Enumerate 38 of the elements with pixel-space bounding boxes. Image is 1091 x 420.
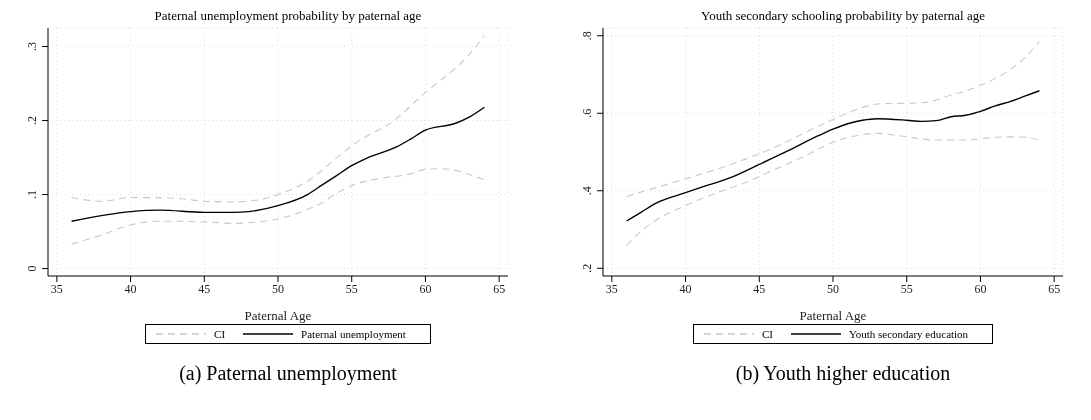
x-tick-label: 55: [345, 281, 358, 296]
x-tick-label: 55: [900, 281, 913, 296]
x-tick-label: 60: [419, 281, 432, 296]
legend-label: CI: [761, 328, 773, 340]
chart-title: Youth secondary schooling probability by paternal age: [700, 8, 986, 24]
x-axis-title: Paternal Age: [244, 308, 312, 323]
legend-label: Youth secondary education: [848, 328, 969, 340]
x-tick-label: 45: [198, 281, 211, 296]
text: (a) Paternal unemployment: [178, 362, 398, 385]
x-tick-label: 50: [827, 281, 839, 296]
x-tick-label: 40: [679, 281, 692, 296]
y-tick-label: .6: [580, 108, 594, 118]
line-series: [71, 34, 485, 203]
line-series: [626, 132, 1040, 246]
x-tick-label: 40: [124, 281, 137, 296]
x-tick-label: 35: [50, 281, 63, 296]
x-tick-label: 50: [272, 281, 284, 296]
text: (b) Youth higher education: [734, 362, 952, 385]
x-tick-label: 60: [974, 281, 987, 296]
chart-title: Paternal unemployment probability by paternal age: [153, 8, 423, 24]
line-series: [625, 90, 1041, 222]
legend-label: CI: [214, 328, 226, 340]
x-axis-title: Paternal Age: [799, 308, 867, 323]
y-tick-label: .2: [580, 263, 594, 273]
legend-label: Paternal unemployment: [301, 328, 406, 340]
x-tick-label: 65: [1048, 281, 1061, 296]
y-tick-label: 0: [25, 265, 39, 272]
x-tick-label: 45: [753, 281, 766, 296]
line-series: [626, 41, 1040, 198]
x-tick-label: 65: [493, 281, 506, 296]
y-tick-label: .1: [25, 190, 39, 200]
y-tick-label: .3: [25, 42, 39, 52]
x-tick-label: 35: [605, 281, 618, 296]
y-tick-label: .8: [580, 31, 594, 41]
line-series: [70, 106, 486, 222]
y-tick-label: .2: [25, 116, 39, 126]
y-tick-label: .4: [580, 186, 594, 196]
line-series: [71, 168, 485, 245]
